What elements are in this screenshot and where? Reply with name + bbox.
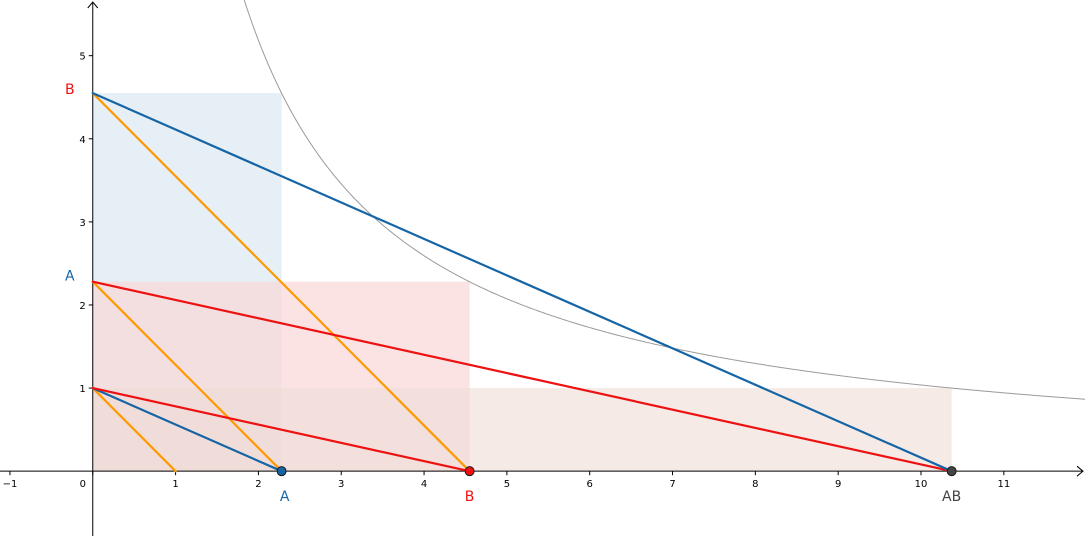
- orange-seg-1-1: [91, 386, 177, 473]
- x-tick-label: 7: [669, 479, 675, 490]
- point-AB[interactable]: [946, 466, 957, 477]
- x-tick-label: 3: [338, 479, 344, 490]
- x-tick-label: 6: [587, 479, 593, 490]
- area-rectangles: [92, 93, 952, 472]
- x-tick-label: 4: [421, 479, 427, 490]
- y-tick-label: 2: [79, 301, 85, 312]
- point-label-A: A: [280, 489, 290, 505]
- point-A[interactable]: [276, 466, 287, 477]
- blue-seg-B-AB: [91, 91, 953, 473]
- x-tick-label: 8: [752, 479, 758, 490]
- rect-brown-AB-by-1: [92, 388, 952, 472]
- x-tick-label: 0: [80, 479, 86, 490]
- orange-seg-A-A: [91, 280, 283, 473]
- point-label-B: B: [465, 489, 475, 505]
- x-tick-label: −1: [3, 479, 18, 490]
- blue-seg-1-A: [91, 386, 283, 473]
- y-axis-arrow: [87, 1, 99, 9]
- x-tick-label: 1: [172, 479, 178, 490]
- orange-seg-B-B: [91, 91, 471, 473]
- x-tick-label: 11: [997, 479, 1010, 490]
- point-B[interactable]: [464, 466, 475, 477]
- points: [276, 466, 957, 477]
- x-tick-label: 2: [255, 479, 261, 490]
- y-axis-label-A: A: [65, 269, 75, 285]
- x-tick-label: 5: [504, 479, 510, 490]
- x-tick-label: 10: [915, 479, 928, 490]
- red-seg-1-B: [91, 386, 471, 473]
- y-tick-label: 1: [79, 384, 85, 395]
- segments: [91, 91, 953, 473]
- hyperbola-curve-group: [243, 0, 1085, 400]
- y-axis-label-B: B: [65, 82, 75, 98]
- y-tick-label: 4: [79, 135, 85, 146]
- y-tick-label: 5: [79, 52, 85, 63]
- x-axis-arrow: [1076, 465, 1084, 477]
- point-labels: B A A B AB: [65, 82, 961, 505]
- hyperbola-curve: [243, 0, 1085, 400]
- x-tick-label: 9: [835, 479, 841, 490]
- y-tick-label: 3: [79, 218, 85, 229]
- point-label-AB: AB: [942, 489, 961, 505]
- red-seg-A-AB: [91, 280, 953, 473]
